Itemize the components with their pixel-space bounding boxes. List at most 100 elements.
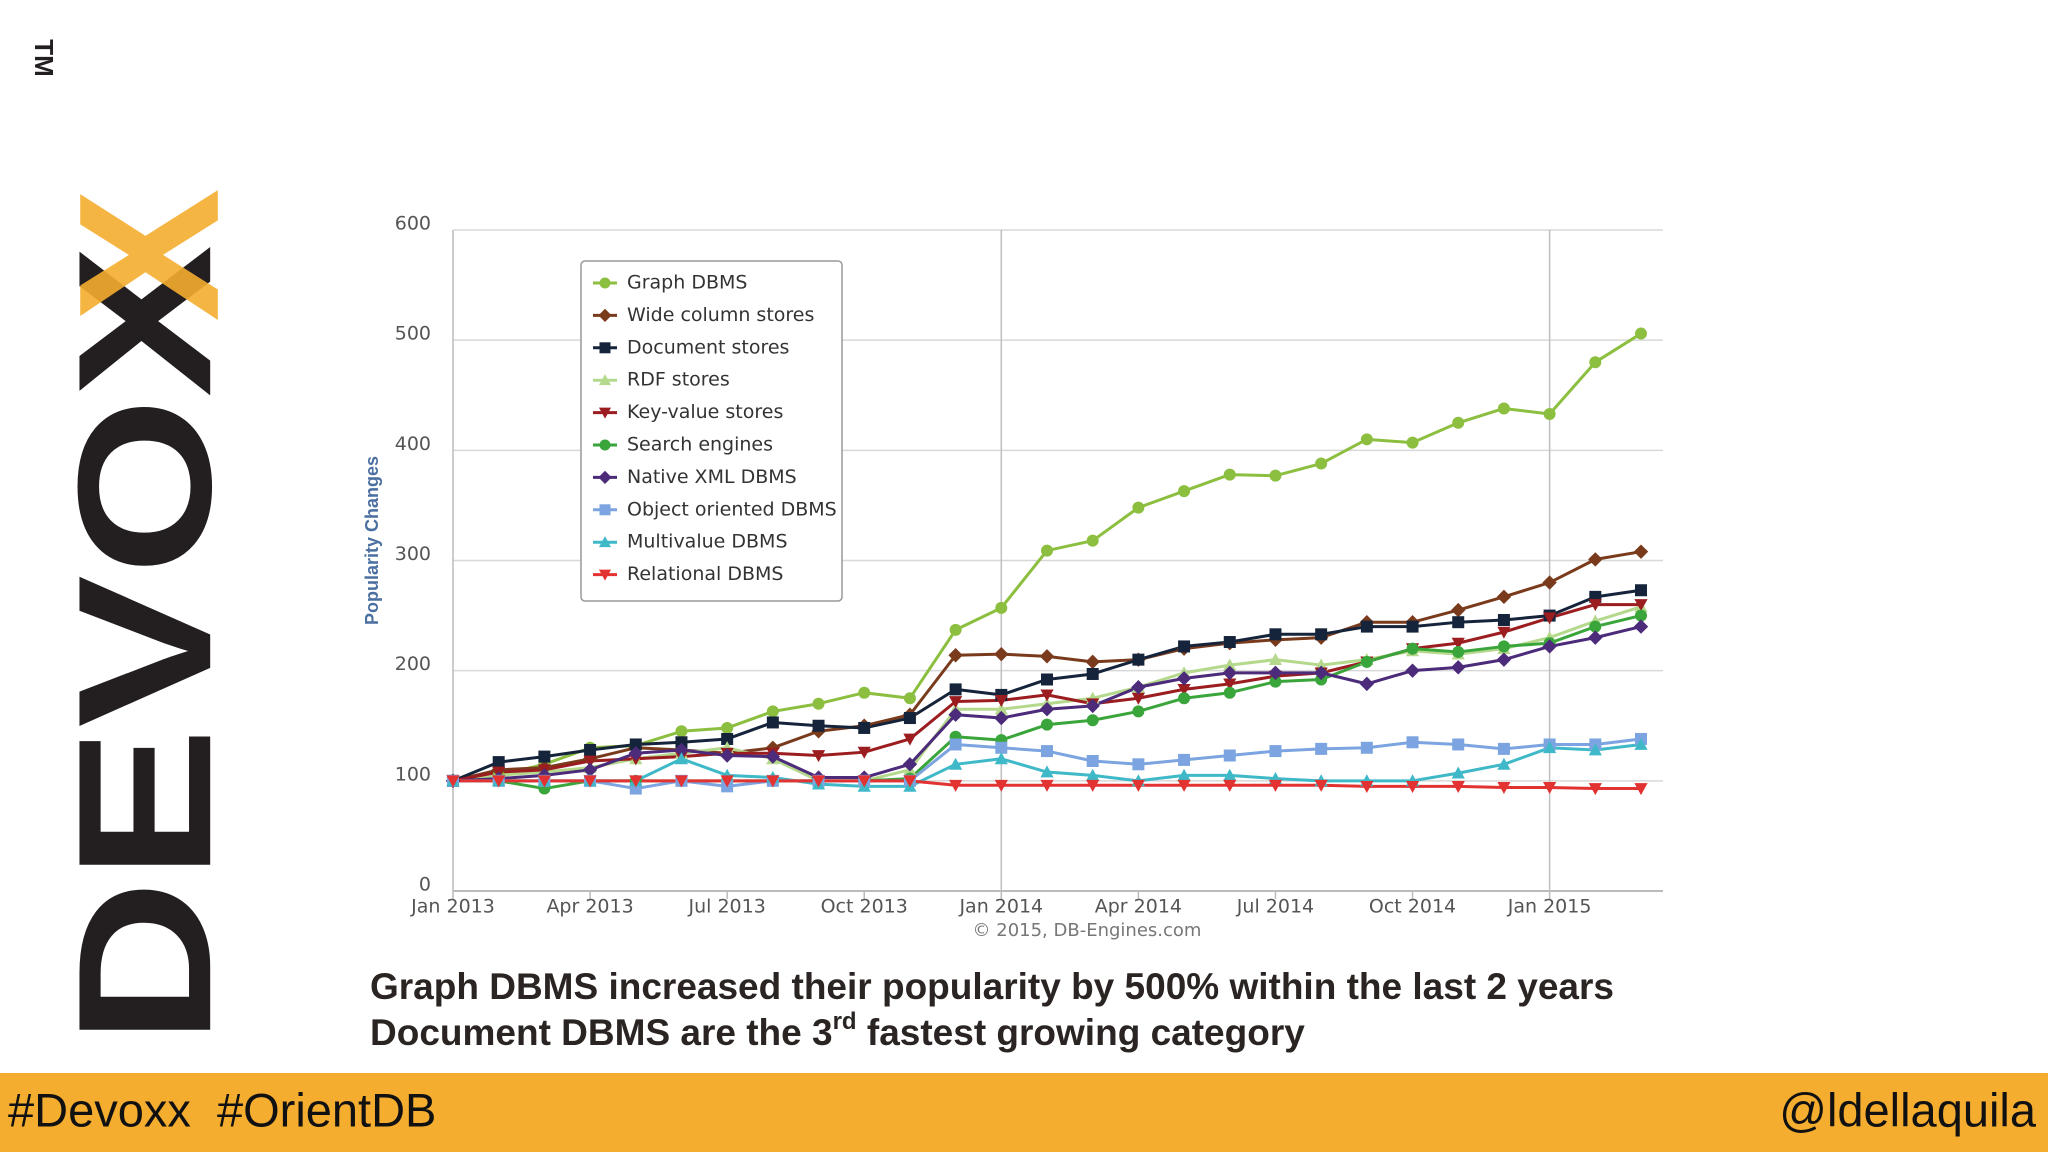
- logo-accent: X: [38, 188, 261, 321]
- marker: [1177, 779, 1191, 792]
- marker: [629, 738, 642, 751]
- marker: [857, 775, 871, 788]
- marker: [1588, 630, 1603, 645]
- marker: [1452, 738, 1465, 751]
- marker: [721, 721, 734, 734]
- marker: [1406, 642, 1419, 655]
- marker: [1634, 783, 1648, 796]
- logo-text: DEVOX: [39, 245, 251, 1045]
- marker: [1406, 736, 1419, 749]
- marker: [1223, 636, 1236, 649]
- marker: [1497, 626, 1511, 639]
- marker: [599, 342, 611, 354]
- marker: [599, 504, 611, 516]
- legend-label: Object oriented DBMS: [627, 498, 837, 520]
- marker: [812, 697, 825, 710]
- marker: [1452, 416, 1465, 429]
- marker: [1177, 683, 1191, 696]
- marker: [675, 725, 688, 738]
- marker: [1633, 619, 1649, 634]
- marker: [1223, 779, 1237, 792]
- marker: [1132, 501, 1145, 514]
- marker: [1223, 658, 1237, 671]
- marker: [1178, 692, 1191, 705]
- marker: [1178, 485, 1191, 498]
- marker: [1359, 676, 1375, 692]
- footer-handle: @ldellaquila: [1779, 1083, 2037, 1136]
- marker: [811, 750, 826, 763]
- marker: [675, 736, 688, 749]
- marker: [598, 407, 612, 419]
- marker: [719, 748, 735, 763]
- marker: [492, 775, 506, 788]
- marker: [949, 738, 962, 751]
- marker: [1223, 749, 1236, 762]
- marker: [903, 692, 916, 705]
- marker: [1315, 742, 1328, 755]
- marker: [1313, 665, 1329, 681]
- marker: [1268, 665, 1283, 681]
- marker: [1360, 433, 1373, 446]
- credit: © 2015, DB-Engines.com: [973, 920, 1202, 941]
- marker: [1588, 783, 1602, 796]
- caption-line: Document DBMS are the 3rd fastest growin…: [370, 1008, 1305, 1052]
- marker: [994, 752, 1008, 765]
- marker: [598, 308, 612, 322]
- marker: [1041, 745, 1053, 758]
- marker: [721, 732, 734, 745]
- marker: [674, 742, 689, 758]
- marker: [1178, 753, 1191, 766]
- marker: [949, 779, 963, 792]
- caption-superscript: rd: [833, 1008, 857, 1035]
- marker: [1269, 628, 1282, 641]
- marker: [1086, 779, 1100, 792]
- legend-label: Document stores: [627, 336, 789, 358]
- caption-line: Graph DBMS increased their popularity by…: [370, 966, 1614, 1007]
- marker: [1131, 679, 1146, 695]
- y-axis-label: Popularity Changes: [362, 456, 382, 625]
- marker: [584, 743, 597, 756]
- marker: [857, 746, 871, 759]
- marker: [1588, 599, 1602, 612]
- marker: [766, 775, 780, 788]
- marker: [1131, 692, 1145, 705]
- marker: [1040, 765, 1054, 778]
- marker: [1497, 757, 1511, 770]
- legend-label: Search engines: [627, 434, 773, 456]
- marker: [903, 712, 916, 725]
- marker: [1132, 653, 1145, 666]
- marker: [1543, 741, 1557, 754]
- x-tick-label: Apr 2013: [546, 896, 633, 918]
- marker: [949, 623, 962, 636]
- marker: [1085, 654, 1100, 670]
- marker: [599, 439, 611, 451]
- legend-label: Graph DBMS: [627, 272, 747, 294]
- marker: [1269, 675, 1282, 688]
- legend-label: Multivalue DBMS: [627, 531, 788, 553]
- marker: [674, 752, 689, 765]
- marker: [948, 707, 963, 722]
- marker: [583, 755, 597, 768]
- marker: [628, 746, 643, 761]
- x-tick-label: Jan 2013: [410, 896, 495, 918]
- marker: [765, 749, 781, 764]
- y-tick-label: 500: [395, 323, 431, 345]
- marker: [1635, 609, 1647, 622]
- marker: [598, 569, 612, 581]
- marker: [1223, 678, 1237, 691]
- marker: [1223, 686, 1236, 699]
- x-tick-label: Jan 2014: [958, 896, 1043, 918]
- chart: 0 100 200 300 400 500 600 Jan 2013 Apr 2013 Jul 2…: [362, 213, 1663, 941]
- marker: [811, 775, 826, 788]
- marker: [1497, 402, 1510, 415]
- marker: [994, 702, 1008, 715]
- caption-text: Document DBMS are the 3: [370, 1012, 833, 1053]
- marker: [766, 705, 779, 718]
- marker: [1040, 779, 1054, 792]
- marker: [1222, 665, 1237, 681]
- marker: [1452, 616, 1465, 629]
- marker: [766, 716, 779, 729]
- marker: [599, 277, 611, 289]
- marker: [994, 695, 1008, 708]
